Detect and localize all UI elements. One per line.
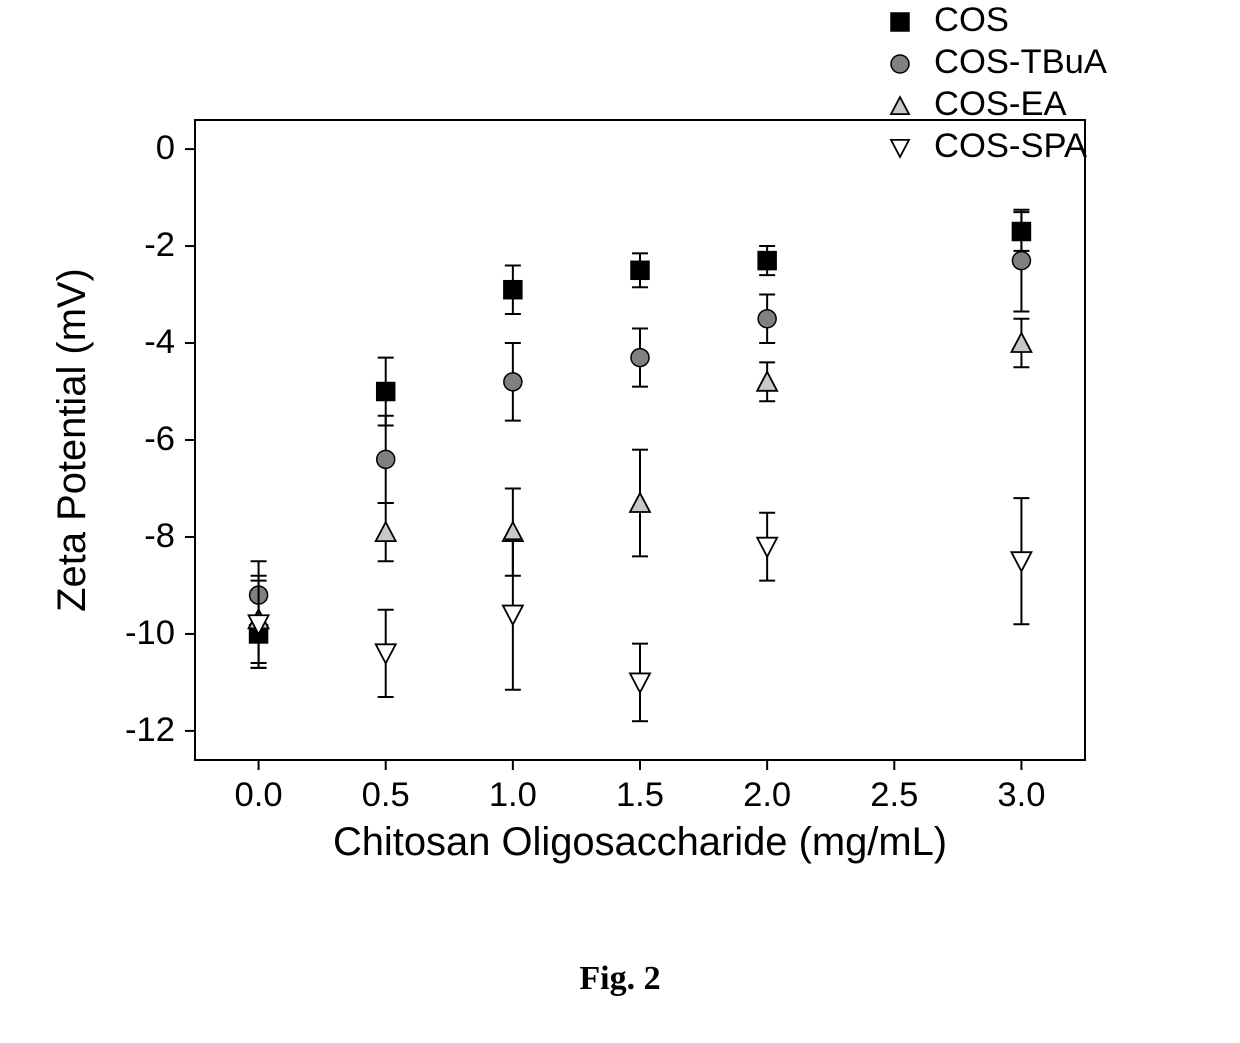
data-point	[631, 261, 649, 279]
data-point	[631, 349, 649, 367]
legend-marker	[891, 140, 909, 157]
y-tick-label: 0	[156, 129, 175, 167]
x-tick-label: 2.5	[870, 776, 918, 814]
data-point	[503, 606, 523, 625]
data-point	[1011, 333, 1031, 352]
x-tick-label: 1.0	[489, 776, 537, 814]
legend-marker	[891, 55, 909, 73]
series-COS	[250, 212, 1031, 668]
figure-caption: Fig. 2	[0, 960, 1240, 998]
data-point	[1012, 252, 1030, 270]
data-point	[376, 644, 396, 663]
y-tick-label: -12	[125, 711, 175, 749]
y-axis-label: Zeta Potential (mV)	[50, 268, 94, 612]
legend-label: COS-TBuA	[934, 43, 1107, 81]
data-point	[757, 538, 777, 557]
figure-page: 0.0 0.5 1.0 1.5 2.0 2.5 3.0 -12 -10 -8 -6 -4 -2 0 Chit…	[0, 0, 1240, 1043]
x-tick-label: 0.5	[362, 776, 410, 814]
data-point	[757, 372, 777, 391]
legend-label: COS-SPA	[934, 127, 1087, 165]
y-tick-label: -10	[125, 614, 175, 652]
zeta-potential-chart: 0.0 0.5 1.0 1.5 2.0 2.5 3.0 -12 -10 -8 -6 -4 -2 0 Chit…	[0, 0, 1240, 900]
legend-marker	[891, 97, 909, 114]
data-point	[630, 493, 650, 512]
legend-marker	[891, 13, 909, 31]
x-tick-label: 1.5	[616, 776, 664, 814]
legend-label: COS	[934, 1, 1009, 39]
y-tick-label: -8	[144, 517, 175, 555]
legend-label: COS-EA	[934, 85, 1067, 123]
y-tick-label: -6	[144, 420, 175, 458]
data-point	[504, 373, 522, 391]
x-axis-label: Chitosan Oligosaccharide (mg/mL)	[333, 820, 947, 864]
data-point	[1011, 552, 1031, 571]
x-tick-label: 0.0	[235, 776, 283, 814]
data-point	[503, 522, 523, 541]
data-point	[376, 522, 396, 541]
y-tick-label: -4	[144, 323, 175, 361]
data-point	[504, 281, 522, 299]
data-point	[377, 383, 395, 401]
legend: COS COS-TBuA COS-EA COS-SPA	[891, 1, 1107, 165]
data-point	[758, 252, 776, 270]
data-point	[630, 673, 650, 692]
x-tick-label: 3.0	[997, 776, 1045, 814]
data-point	[377, 450, 395, 468]
y-tick-label: -2	[144, 226, 175, 264]
x-tick-label: 2.0	[743, 776, 791, 814]
data-point	[758, 310, 776, 328]
